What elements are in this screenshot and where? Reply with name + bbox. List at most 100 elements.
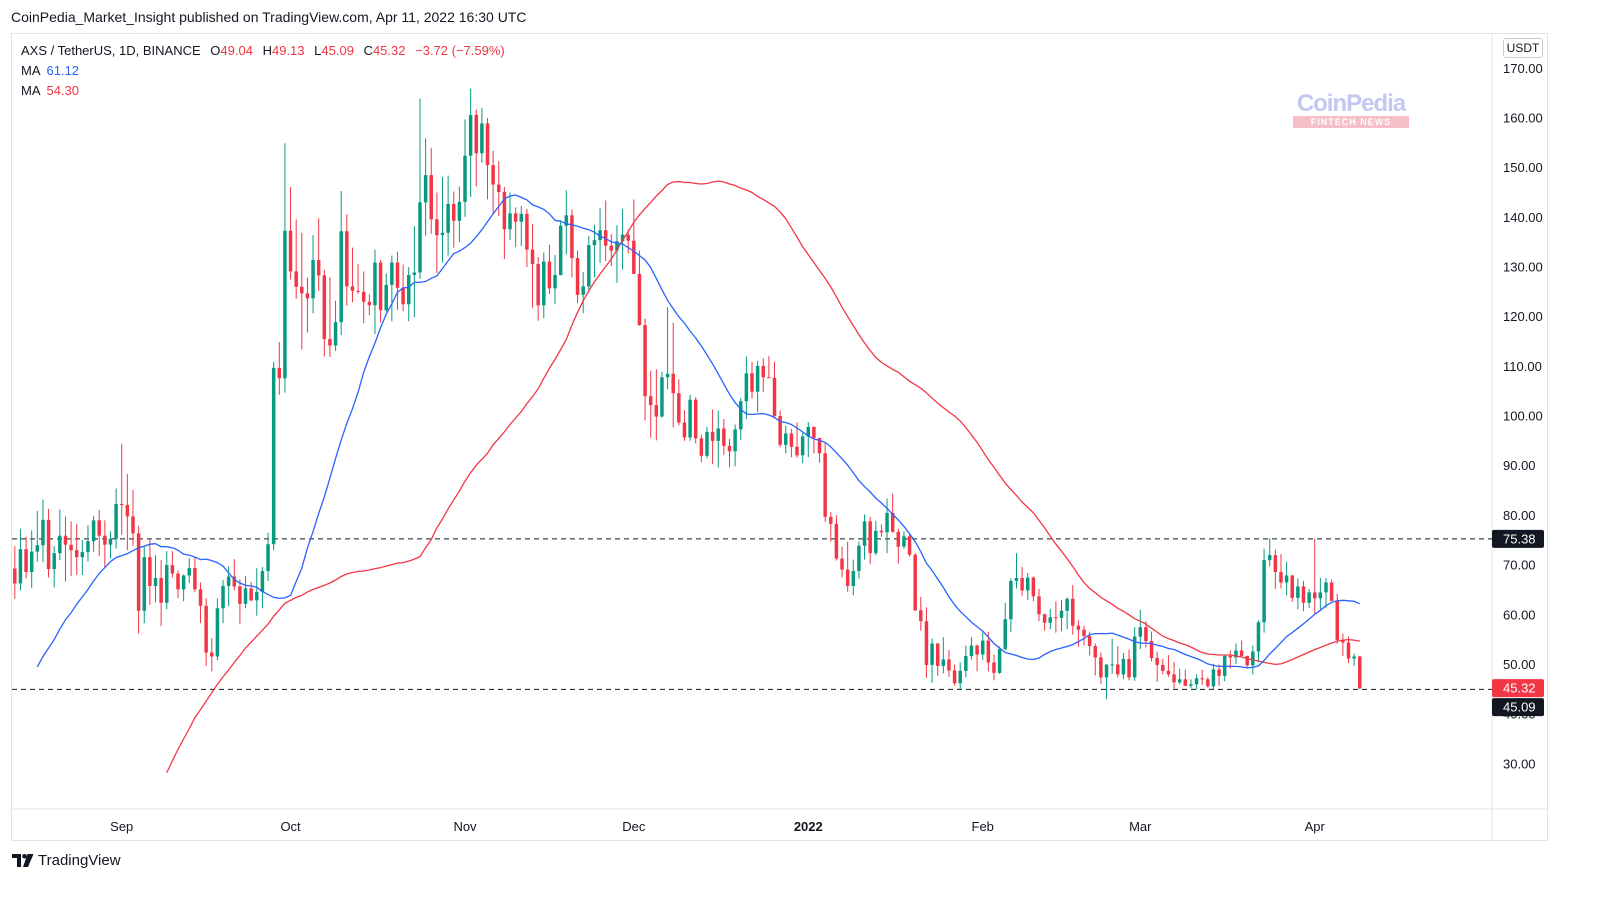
- candle: [868, 516, 872, 565]
- candle: [457, 186, 462, 243]
- candle-body: [74, 550, 79, 558]
- candle-body: [1194, 678, 1199, 685]
- candle: [727, 438, 732, 468]
- tradingview-logo[interactable]: TradingView: [12, 852, 121, 869]
- price-unit-button[interactable]: USDT: [1503, 38, 1543, 58]
- ma-slow-line[interactable]: [166, 180, 1360, 773]
- candle: [311, 235, 315, 314]
- candle: [361, 271, 366, 324]
- ma-fast-line[interactable]: [36, 194, 1361, 669]
- candle: [1239, 640, 1244, 657]
- ma-slow-legend-row[interactable]: MA 54.30: [21, 81, 505, 101]
- candle-body: [1358, 656, 1362, 689]
- candle-body: [1183, 679, 1188, 686]
- candle-body: [1318, 592, 1323, 599]
- candle-body: [136, 533, 141, 611]
- candle-body: [356, 290, 360, 292]
- candle: [1065, 597, 1069, 630]
- candle: [468, 88, 473, 197]
- candle: [1177, 668, 1182, 685]
- candle: [215, 598, 220, 661]
- price-tags: 75.38 45.32 45.09: [1492, 529, 1544, 717]
- candle: [1003, 602, 1007, 651]
- candle: [530, 224, 535, 308]
- candle: [108, 531, 113, 559]
- candle: [682, 410, 687, 441]
- candle: [626, 229, 630, 254]
- candle: [1059, 599, 1064, 632]
- candle: [390, 255, 394, 322]
- candle-body: [1009, 580, 1013, 620]
- candle-body: [710, 431, 715, 441]
- candle-body: [508, 213, 512, 230]
- candle: [1149, 631, 1154, 662]
- ma-fast-legend-row[interactable]: MA 61.12: [21, 61, 505, 81]
- candle-body: [1025, 577, 1030, 591]
- candle: [761, 358, 765, 393]
- candle: [356, 264, 360, 294]
- candle-body: [958, 670, 962, 684]
- candle: [176, 570, 180, 599]
- candle-body: [902, 536, 906, 547]
- candle: [660, 371, 664, 418]
- last-price-tag-label: 45.32: [1503, 681, 1536, 696]
- time-tick-label: Oct: [280, 819, 301, 834]
- candle-body: [924, 621, 929, 665]
- candle-body: [41, 519, 45, 546]
- candle-body: [277, 367, 282, 379]
- candle: [378, 260, 383, 323]
- price-tick-label: 30.00: [1503, 756, 1536, 771]
- candle: [1284, 561, 1289, 596]
- candle: [1352, 653, 1356, 666]
- candle-body: [232, 576, 237, 587]
- candle: [935, 643, 940, 676]
- candle: [536, 257, 540, 321]
- candle: [243, 576, 248, 609]
- candle: [587, 235, 591, 293]
- candle: [119, 443, 124, 535]
- candle: [992, 654, 996, 681]
- candle: [913, 553, 917, 612]
- candle-body: [1279, 572, 1283, 583]
- candle: [384, 273, 388, 313]
- ma-slow-label: MA: [21, 83, 41, 98]
- candle-body: [750, 373, 754, 392]
- candle: [91, 515, 96, 552]
- candle-body: [153, 577, 158, 586]
- candle-body: [474, 114, 479, 154]
- candle: [1082, 625, 1086, 646]
- candle: [1222, 654, 1227, 682]
- candle-body: [688, 399, 692, 438]
- candle: [1273, 549, 1278, 589]
- candle: [851, 559, 856, 596]
- candle-body: [654, 405, 659, 417]
- support-price-tag: 45.09: [1492, 698, 1544, 717]
- close-label: C: [363, 43, 373, 58]
- candle: [902, 531, 906, 549]
- candle-body: [491, 165, 495, 185]
- candle-body: [215, 608, 220, 657]
- candle: [373, 249, 377, 335]
- candle-body: [1059, 610, 1064, 618]
- candle: [648, 370, 653, 438]
- candle: [823, 442, 827, 522]
- candle: [980, 632, 985, 660]
- candle: [305, 277, 310, 333]
- candle-body: [643, 325, 647, 397]
- candle-body: [316, 260, 321, 276]
- symbol-label[interactable]: AXS / TetherUS, 1D, BINANCE: [21, 43, 201, 58]
- candle: [13, 546, 17, 599]
- price-tick-label: 140.00: [1503, 210, 1543, 225]
- candle-body: [1087, 636, 1092, 647]
- candle: [930, 638, 934, 683]
- candle: [74, 523, 79, 576]
- candle: [18, 528, 23, 591]
- candle-body: [333, 322, 338, 346]
- candle: [1267, 538, 1272, 567]
- candle: [418, 98, 422, 279]
- candle-body: [1003, 619, 1007, 650]
- candle: [907, 533, 912, 557]
- price-tick-label: 120.00: [1503, 309, 1543, 324]
- resistance-price-tag: 75.38: [1492, 529, 1544, 548]
